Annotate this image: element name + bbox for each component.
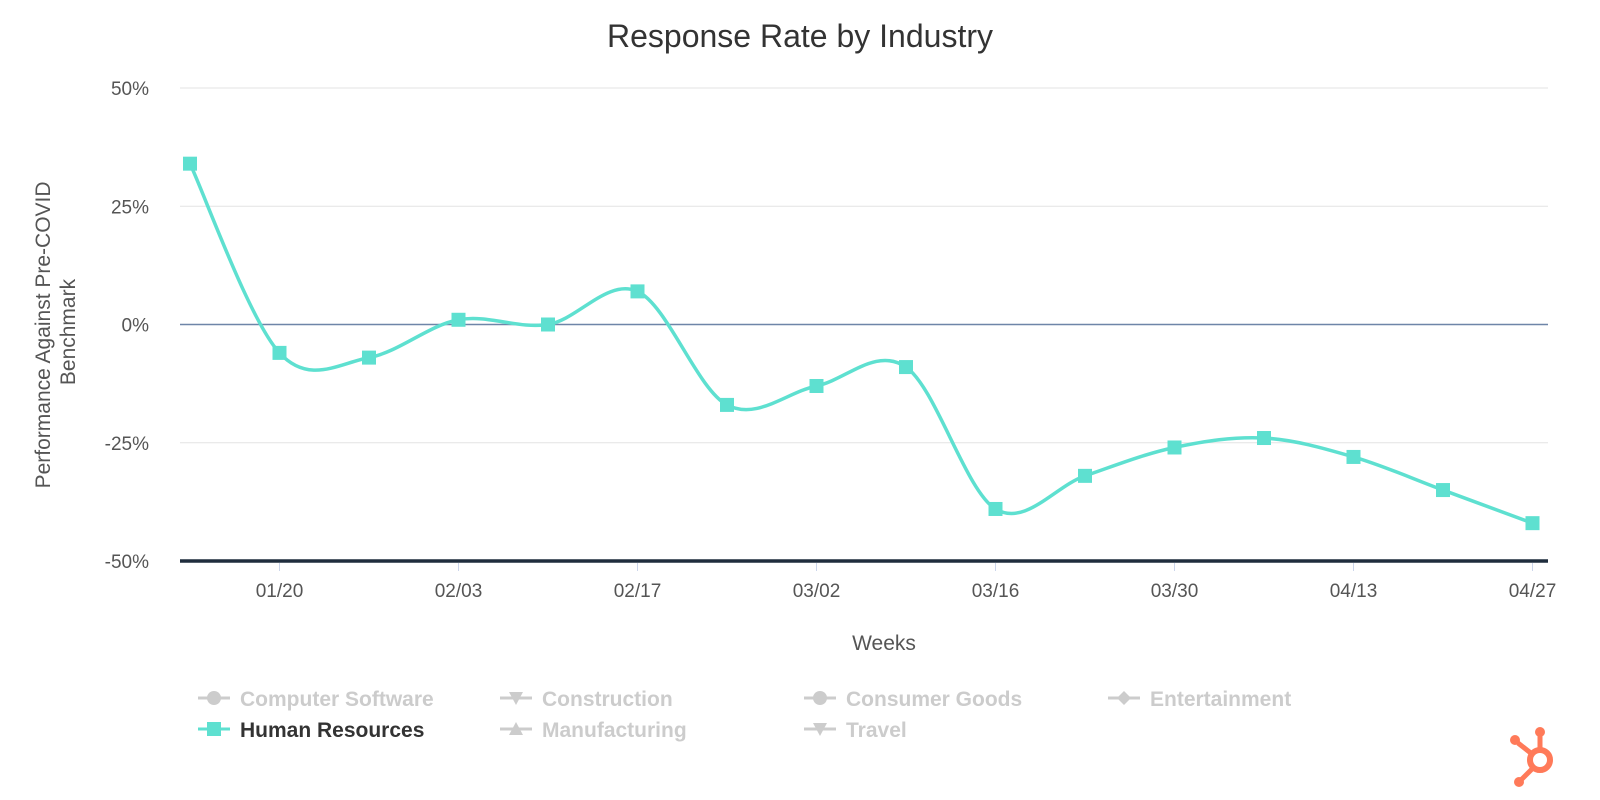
- data-point[interactable]: [183, 156, 197, 171]
- legend-circle-icon: [813, 691, 827, 705]
- x-tick-label: 02/17: [614, 581, 662, 602]
- legend-label: Manufacturing: [542, 719, 687, 742]
- data-point[interactable]: [720, 397, 734, 412]
- y-axis-title: Performance Against Pre-COVID Benchmark: [32, 176, 80, 489]
- y-tick-label: 0%: [122, 316, 150, 337]
- legend-label: Consumer Goods: [846, 688, 1022, 711]
- data-point[interactable]: [451, 312, 466, 327]
- legend-item-computer-software[interactable]: Computer Software: [198, 688, 434, 711]
- x-axis-tick-labels: 01/20 02/03 02/17 03/02 03/16 03/30 04/13 04/27: [256, 563, 1557, 602]
- chart-title: Response Rate by Industry: [607, 18, 993, 54]
- legend-triangle-down-icon: [813, 723, 827, 736]
- data-point[interactable]: [1436, 483, 1450, 498]
- data-point[interactable]: [1257, 431, 1271, 446]
- y-axis-title-line-1: Performance Against Pre-COVID: [32, 181, 55, 488]
- data-point[interactable]: [541, 317, 555, 332]
- y-tick-label: 50%: [111, 79, 149, 100]
- x-tick-label: 03/02: [793, 581, 841, 602]
- legend-triangle-up-icon: [509, 722, 523, 735]
- legend-item-entertainment[interactable]: Entertainment: [1108, 688, 1291, 711]
- series-layer: [183, 156, 1540, 531]
- legend-label: Travel: [846, 719, 907, 742]
- legend-diamond-icon: [1117, 691, 1131, 705]
- x-tick-label: 03/16: [972, 581, 1020, 602]
- data-point[interactable]: [809, 378, 824, 393]
- data-point[interactable]: [630, 284, 645, 299]
- series-line-human-resources: [188, 162, 1534, 525]
- legend-label: Human Resources: [240, 719, 424, 742]
- grid-lines: [180, 87, 1548, 563]
- data-point[interactable]: [362, 350, 376, 365]
- y-axis-tick-labels: 50% 25% 0% -25% -50%: [105, 79, 149, 573]
- data-point[interactable]: [988, 501, 1003, 516]
- legend-item-construction[interactable]: Construction: [500, 688, 673, 711]
- y-axis-title-line-2: Benchmark: [57, 278, 80, 385]
- data-point[interactable]: [1078, 468, 1092, 483]
- legend-label: Entertainment: [1150, 688, 1291, 711]
- x-tick-label: 04/27: [1509, 581, 1557, 602]
- x-tick-label: 02/03: [435, 581, 483, 602]
- x-tick-label: 04/13: [1330, 581, 1378, 602]
- legend-label: Construction: [542, 688, 673, 711]
- x-tick-label: 03/30: [1151, 581, 1199, 602]
- legend-item-consumer-goods[interactable]: Consumer Goods: [804, 688, 1022, 711]
- data-point[interactable]: [1346, 449, 1361, 464]
- data-point[interactable]: [1525, 516, 1540, 531]
- data-point[interactable]: [272, 345, 287, 360]
- y-tick-label: 25%: [111, 197, 149, 218]
- legend-item-manufacturing[interactable]: Manufacturing: [500, 719, 687, 742]
- y-tick-label: -25%: [105, 434, 149, 455]
- legend-item-travel[interactable]: Travel: [804, 719, 907, 742]
- x-tick-label: 01/20: [256, 581, 304, 602]
- data-point[interactable]: [1167, 440, 1182, 455]
- legend-circle-icon: [207, 691, 221, 705]
- hubspot-logo-icon: [1510, 727, 1553, 787]
- legend-item-human-resources[interactable]: Human Resources: [198, 719, 424, 742]
- legend-triangle-down-icon: [509, 692, 523, 705]
- y-tick-label: -50%: [105, 552, 149, 573]
- legend-label: Computer Software: [240, 688, 434, 711]
- x-axis-title: Weeks: [852, 632, 916, 655]
- legend: Computer Software Construction Consumer Go…: [198, 688, 1291, 742]
- data-point[interactable]: [899, 360, 913, 375]
- legend-square-icon: [207, 722, 221, 736]
